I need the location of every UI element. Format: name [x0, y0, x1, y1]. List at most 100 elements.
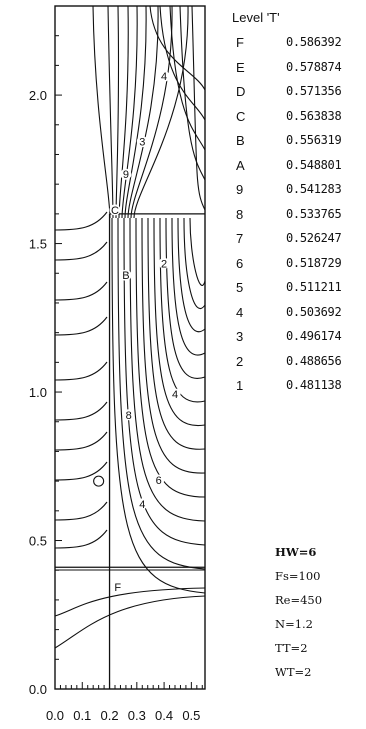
contour-line — [54, 241, 108, 261]
legend-value: 0.511211 — [286, 280, 342, 294]
y-tick-label: 0.0 — [29, 682, 47, 697]
contour-label-bg — [169, 388, 181, 400]
contour-label: B — [122, 270, 129, 282]
contour-line — [127, 5, 159, 219]
plot-frame — [54, 5, 206, 690]
legend-value: 0.496174 — [286, 329, 342, 343]
legend-code: D — [236, 84, 246, 99]
contour-line — [191, 5, 206, 211]
marker-circle — [93, 475, 105, 487]
contour-line — [121, 5, 138, 219]
contour-line — [141, 217, 206, 474]
legend-row: 2 0.488656 — [236, 354, 362, 372]
legend-value: 0.481138 — [286, 378, 342, 392]
contour-label: 4 — [139, 499, 145, 511]
legend-code: E — [236, 59, 245, 75]
legend-value: 0.578874 — [286, 59, 342, 74]
legend-row: F 0.586392 — [236, 35, 362, 53]
contour-label-bg — [112, 581, 124, 593]
legend-row: E 0.578874 — [236, 60, 362, 78]
axis-ticks — [54, 35, 203, 690]
contour-line — [177, 217, 206, 333]
legend-row: 5 0.511211 — [236, 280, 362, 298]
contour-line — [133, 5, 189, 219]
contour-line — [124, 5, 147, 219]
geometry-boundaries — [55, 213, 205, 689]
contour-line — [117, 217, 206, 570]
legend-code: 9 — [236, 182, 244, 197]
contour-line — [54, 431, 108, 451]
contour-line — [159, 217, 206, 403]
contour-line — [54, 281, 108, 301]
contour-label-bg — [136, 136, 148, 148]
x-tick-label: 0.2 — [101, 708, 119, 723]
contour-line — [189, 217, 206, 286]
contour-line — [147, 217, 206, 450]
contour-line — [54, 401, 108, 421]
legend-value: 0.488656 — [286, 353, 342, 368]
legend-row: C 0.563838 — [236, 109, 362, 127]
x-tick-label: 0.4 — [155, 708, 173, 723]
contour-line — [130, 5, 173, 219]
legend-code: 8 — [236, 206, 244, 222]
contour-line — [123, 217, 206, 546]
legend-row: 7 0.526247 — [236, 231, 362, 249]
param-n: N=1.2 — [275, 617, 313, 631]
contour-label-bg — [158, 70, 170, 82]
legend-value: 0.563838 — [286, 108, 342, 123]
contour-label: 9 — [123, 169, 129, 181]
legend-row: 1 0.481138 — [236, 378, 362, 396]
contour-line — [183, 217, 206, 310]
legend-code: 1 — [236, 378, 244, 393]
legend-code: 4 — [236, 304, 244, 320]
param-hw: HW=6 — [275, 545, 317, 559]
x-tick-label: 0.3 — [128, 708, 146, 723]
contour-line — [179, 5, 206, 181]
contour-label: 6 — [156, 475, 162, 487]
contour-line — [54, 595, 206, 649]
legend-code: 3 — [236, 329, 244, 344]
contour-line — [107, 5, 114, 219]
contour-label-bg — [120, 269, 132, 281]
legend-row: 4 0.503692 — [236, 305, 362, 323]
contour-label-bg — [136, 498, 148, 510]
legend-row: 6 0.518729 — [236, 256, 362, 274]
y-tick-labels: 0.0 0.5 1.0 1.5 2.0 — [29, 88, 47, 697]
contour-line — [54, 361, 108, 381]
legend-code: 2 — [236, 353, 244, 369]
legend-value: 0.518729 — [286, 255, 342, 270]
contour-line — [115, 5, 120, 219]
contour-line — [129, 217, 206, 522]
legend-value: 0.556319 — [286, 133, 342, 147]
legend-row: D 0.571356 — [236, 84, 362, 102]
legend-value: 0.541283 — [286, 182, 342, 196]
contour-line — [54, 461, 108, 481]
contour-label: 4 — [172, 389, 178, 401]
contour-label: 3 — [139, 137, 145, 149]
legend-row: A 0.548801 — [236, 158, 362, 176]
contour-label-bg — [158, 257, 170, 269]
x-tick-label: 0.1 — [73, 708, 91, 723]
contour-line — [54, 501, 108, 521]
contour-label: 8 — [126, 410, 132, 422]
contour-line — [54, 587, 206, 617]
legend-value: 0.503692 — [286, 304, 342, 319]
contour-line — [118, 5, 129, 219]
x-tick-label: 0.5 — [182, 708, 200, 723]
contour-line — [54, 316, 108, 336]
contour-line — [54, 529, 108, 549]
legend-title: Level 'T' — [232, 10, 280, 25]
x-tick-label: 0.0 — [46, 708, 64, 723]
contour-line — [159, 5, 206, 121]
contour-label-bg — [123, 409, 135, 421]
parameters-block: HW=6 Fs=100 Re=450 N=1.2 TT=2 WT=2 — [275, 540, 322, 684]
legend-code: 7 — [236, 231, 244, 246]
contour-line — [135, 217, 206, 498]
x-tick-labels: 0.0 0.1 0.2 0.3 0.4 0.5 — [46, 708, 200, 723]
legend-row: 3 0.496174 — [236, 329, 362, 347]
legend-code: A — [236, 157, 245, 173]
legend-code: B — [236, 133, 245, 148]
contour-label-bg — [153, 474, 165, 486]
